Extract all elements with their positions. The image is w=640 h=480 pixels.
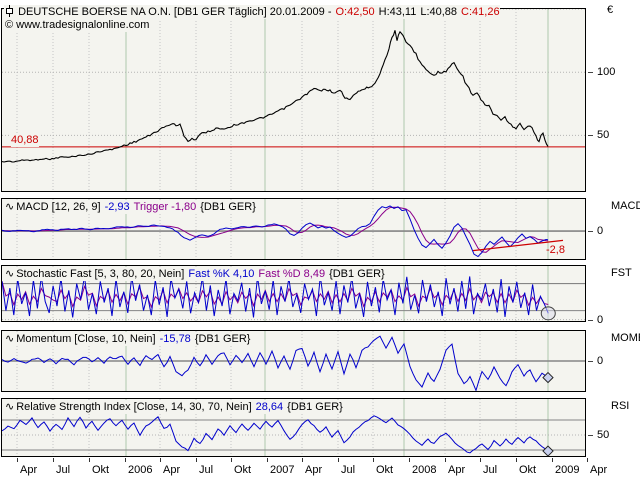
stoch-axis-label: 0 bbox=[597, 314, 604, 326]
main-axis-label: 50 bbox=[597, 129, 610, 141]
time-tick-mark bbox=[373, 458, 374, 462]
time-tick-mark bbox=[409, 458, 410, 462]
time-tick-mark bbox=[338, 458, 339, 462]
stochastic-name: Stochastic Fast [5, 3, 80, 20, Nein] bbox=[16, 268, 185, 280]
time-tick-mark bbox=[267, 458, 268, 462]
time-label: Okt bbox=[92, 464, 110, 476]
axis-tick-dash bbox=[588, 320, 593, 321]
main-axis-label: 100 bbox=[597, 66, 616, 78]
macd-value: -2,93 bbox=[104, 201, 130, 213]
axis-tick-dash bbox=[588, 135, 593, 136]
time-label: Okt bbox=[234, 464, 252, 476]
macd-name: MACD [12, 26, 9] bbox=[16, 201, 101, 213]
time-tick-mark bbox=[125, 458, 126, 462]
time-tick-mark bbox=[17, 458, 18, 462]
series-macd bbox=[2, 206, 549, 253]
rsi-value: 28,64 bbox=[255, 401, 284, 413]
end-marker-diamond bbox=[542, 445, 554, 457]
candlestick-icon bbox=[6, 5, 13, 17]
trendline-label: -2,8 bbox=[546, 244, 565, 256]
low-value: L:40,88 bbox=[420, 6, 458, 18]
price-level-label: 40,88 bbox=[11, 134, 39, 147]
series-main bbox=[2, 30, 549, 163]
time-label: Okt bbox=[376, 464, 394, 476]
time-label: Jul bbox=[483, 464, 498, 476]
series-macd bbox=[2, 205, 549, 258]
open-value: O:42,50 bbox=[335, 6, 375, 18]
currency-label: € bbox=[607, 4, 614, 16]
time-label: Apr bbox=[20, 464, 38, 476]
axis-tick-dash bbox=[588, 231, 593, 232]
close-value: C:41,26 bbox=[461, 6, 500, 18]
rsi-axis-label: 50 bbox=[597, 429, 610, 441]
momentum-value: -15,78 bbox=[159, 333, 191, 345]
end-marker-diamond bbox=[542, 371, 554, 384]
axis-tick-dash bbox=[588, 435, 593, 436]
series-mom bbox=[2, 335, 549, 391]
time-tick-mark bbox=[445, 458, 446, 462]
time-tick-mark bbox=[587, 458, 588, 462]
end-marker-circle bbox=[540, 306, 556, 321]
momentum-title-row[interactable]: ∿ Momentum [Close, 10, Nein] -15,78 {DB1 GE… bbox=[4, 332, 254, 346]
time-label: Jul bbox=[199, 464, 214, 476]
mom-axis-name-label: MOMENTUM bbox=[611, 332, 640, 344]
time-label: Apr bbox=[163, 464, 181, 476]
instrument-title: DEUTSCHE BOERSE NA O.N. [DB1 GER Täglich… bbox=[18, 6, 332, 18]
time-label: Jul bbox=[341, 464, 356, 476]
time-label: 2006 bbox=[128, 464, 153, 476]
axis-tick-dash bbox=[588, 361, 593, 362]
time-label: Apr bbox=[448, 464, 466, 476]
high-value: H:43,11 bbox=[378, 6, 417, 18]
time-tick-mark bbox=[552, 458, 553, 462]
momentum-symbol: {DB1 GER} bbox=[194, 333, 251, 345]
momentum-name: Momentum [Close, 10, Nein] bbox=[16, 333, 156, 345]
time-label: Apr bbox=[590, 464, 608, 476]
chart-header[interactable]: DEUTSCHE BOERSE NA O.N. [DB1 GER Täglich… bbox=[4, 5, 500, 19]
time-label: Apr bbox=[305, 464, 323, 476]
axis-tick-dash bbox=[588, 72, 593, 73]
stochastic-title-row[interactable]: ∿ Stochastic Fast [5, 3, 80, 20, Nein] Fas… bbox=[4, 267, 388, 281]
stochastic-d-value: Fast %D 8,49 bbox=[258, 268, 326, 280]
wave-icon: ∿ bbox=[5, 267, 15, 280]
time-tick-mark bbox=[53, 458, 54, 462]
time-tick-mark bbox=[302, 458, 303, 462]
stochastic-symbol: {DB1 GER} bbox=[329, 268, 385, 280]
copyright-notice: © www.tradesignalonline.com bbox=[5, 19, 150, 32]
time-label: Jul bbox=[56, 464, 71, 476]
time-label: 2007 bbox=[270, 464, 295, 476]
time-tick-mark bbox=[89, 458, 90, 462]
time-label: 2008 bbox=[412, 464, 437, 476]
macd-symbol: {DB1 GER} bbox=[200, 201, 256, 213]
wave-icon: ∿ bbox=[5, 332, 15, 345]
rsi-title-row[interactable]: ∿ Relative Strength Index [Close, 14, 30,… bbox=[4, 400, 346, 414]
mom-axis-label: 0 bbox=[597, 355, 604, 367]
macd-axis-name-label: MACD bbox=[611, 200, 640, 212]
rsi-name: Relative Strength Index [Close, 14, 30, … bbox=[16, 401, 252, 413]
trendline bbox=[472, 239, 564, 252]
macd-axis-label: 0 bbox=[597, 225, 604, 237]
time-label: Okt bbox=[519, 464, 537, 476]
time-tick-mark bbox=[160, 458, 161, 462]
stochastic-k-value: Fast %K 4,10 bbox=[188, 268, 255, 280]
time-tick-mark bbox=[480, 458, 481, 462]
price-chart-panel[interactable] bbox=[1, 8, 586, 192]
time-label: 2009 bbox=[555, 464, 580, 476]
series-stoch bbox=[2, 276, 549, 318]
macd-trigger-value: Trigger -1,80 bbox=[133, 201, 197, 213]
series-rsi bbox=[2, 415, 549, 454]
grid-main bbox=[2, 9, 585, 191]
wave-icon: ∿ bbox=[5, 400, 15, 413]
time-tick-mark bbox=[231, 458, 232, 462]
rsi-symbol: {DB1 GER} bbox=[287, 401, 343, 413]
time-tick-mark bbox=[516, 458, 517, 462]
rsi-axis-name-label: RSI bbox=[611, 400, 630, 412]
stoch-axis-name-label: FST bbox=[611, 267, 632, 279]
wave-icon: ∿ bbox=[5, 200, 15, 213]
time-tick-mark bbox=[196, 458, 197, 462]
macd-title-row[interactable]: ∿ MACD [12, 26, 9] -2,93 Trigger -1,80 {DB1 … bbox=[4, 200, 259, 214]
